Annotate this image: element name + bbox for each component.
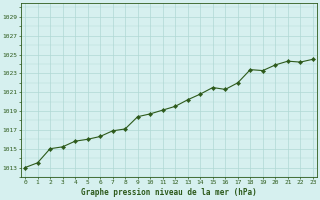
- X-axis label: Graphe pression niveau de la mer (hPa): Graphe pression niveau de la mer (hPa): [81, 188, 257, 197]
